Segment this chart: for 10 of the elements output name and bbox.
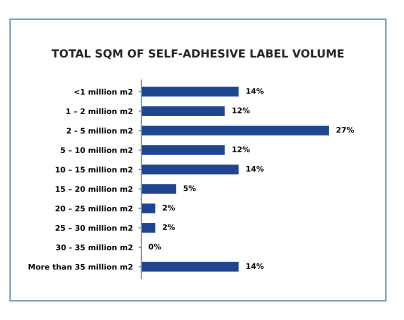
bar <box>141 106 225 116</box>
bar <box>141 86 239 97</box>
bar <box>141 145 225 155</box>
bar <box>141 262 239 272</box>
bar <box>141 204 156 214</box>
chart-title: TOTAL SQM OF SELF-ADHESIVE LABEL VOLUME <box>52 49 344 60</box>
bar <box>141 184 176 194</box>
bar <box>141 164 239 174</box>
bar <box>141 126 329 136</box>
bar <box>141 222 156 233</box>
